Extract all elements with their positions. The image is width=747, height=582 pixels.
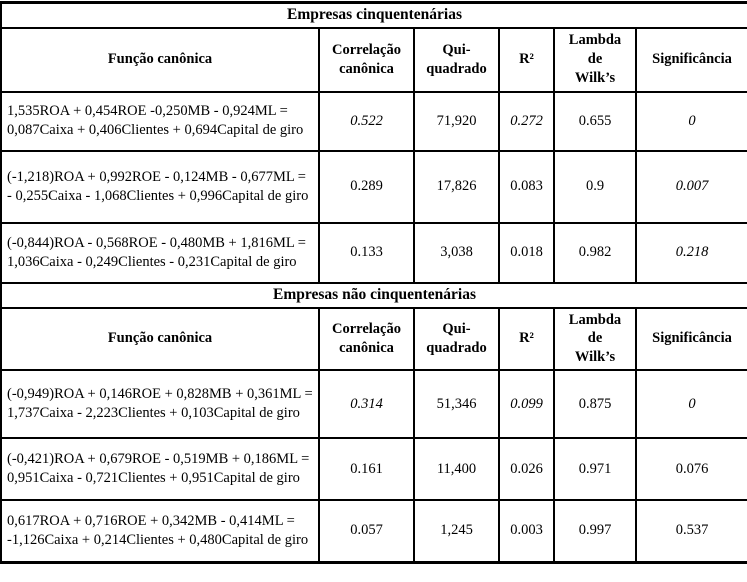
column-header-correlacao-canonica: Correlação canônica xyxy=(318,306,415,372)
cell-qui-quadrado: 3,038 xyxy=(413,221,500,284)
table-row: (-0,421)ROA + 0,679ROE - 0,519MB + 0,186… xyxy=(0,437,747,502)
table-1-title-row: Empresas cinquentenárias xyxy=(0,1,747,29)
cell-funcao-canonica: (-0,844)ROA - 0,568ROE - 0,480MB + 1,816… xyxy=(0,221,320,284)
table-row: 0,617ROA + 0,716ROE + 0,342MB - 0,414ML … xyxy=(0,499,747,564)
cell-qui-quadrado: 11,400 xyxy=(413,437,500,502)
cell-significancia: 0 xyxy=(634,90,747,152)
cell-funcao-canonica: 0,617ROA + 0,716ROE + 0,342MB - 0,414ML … xyxy=(0,499,320,564)
cell-significancia: 0.007 xyxy=(634,149,747,224)
column-header-r2: R² xyxy=(498,26,555,93)
column-header-correlacao-canonica: Correlação canônica xyxy=(318,26,415,93)
cell-r2: 0.018 xyxy=(498,221,555,284)
cell-significancia: 0.537 xyxy=(634,499,747,564)
column-header-significancia: Significância xyxy=(634,306,747,372)
column-header-lambda-wilks: Lambda de Wilk’s xyxy=(553,306,637,372)
cell-significancia: 0 xyxy=(634,369,747,440)
table-1-header-row: Função canônica Correlação canônica Qui-… xyxy=(0,26,747,93)
cell-correlacao-canonica: 0.289 xyxy=(318,149,415,224)
table-2-header-row: Função canônica Correlação canônica Qui-… xyxy=(0,306,747,372)
table-row: (-0,844)ROA - 0,568ROE - 0,480MB + 1,816… xyxy=(0,221,747,284)
cell-qui-quadrado: 17,826 xyxy=(413,149,500,224)
table-row: (-0,949)ROA + 0,146ROE + 0,828MB + 0,361… xyxy=(0,369,747,440)
cell-significancia: 0.076 xyxy=(634,437,747,502)
column-header-lambda-wilks: Lambda de Wilk’s xyxy=(553,26,637,93)
cell-significancia: 0.218 xyxy=(634,221,747,284)
cell-funcao-canonica: (-1,218)ROA + 0,992ROE - 0,124MB - 0,677… xyxy=(0,149,320,224)
cell-r2: 0.083 xyxy=(498,149,555,224)
column-header-funcao-canonica: Função canônica xyxy=(0,306,320,372)
cell-funcao-canonica: (-0,949)ROA + 0,146ROE + 0,828MB + 0,361… xyxy=(0,369,320,440)
cell-correlacao-canonica: 0.522 xyxy=(318,90,415,152)
cell-lambda-wilks: 0.971 xyxy=(553,437,637,502)
cell-qui-quadrado: 1,245 xyxy=(413,499,500,564)
table-row: 1,535ROA + 0,454ROE -0,250MB - 0,924ML =… xyxy=(0,90,747,152)
table-2-title: Empresas não cinquentenárias xyxy=(0,281,747,309)
cell-qui-quadrado: 71,920 xyxy=(413,90,500,152)
column-header-significancia: Significância xyxy=(634,26,747,93)
table-2-title-row: Empresas não cinquentenárias xyxy=(0,281,747,309)
cell-lambda-wilks: 0.9 xyxy=(553,149,637,224)
table-row: (-1,218)ROA + 0,992ROE - 0,124MB - 0,677… xyxy=(0,149,747,224)
cell-lambda-wilks: 0.982 xyxy=(553,221,637,284)
cell-lambda-wilks: 0.655 xyxy=(553,90,637,152)
column-header-r2: R² xyxy=(498,306,555,372)
cell-r2: 0.026 xyxy=(498,437,555,502)
cell-funcao-canonica: (-0,421)ROA + 0,679ROE - 0,519MB + 0,186… xyxy=(0,437,320,502)
cell-correlacao-canonica: 0.133 xyxy=(318,221,415,284)
cell-correlacao-canonica: 0.161 xyxy=(318,437,415,502)
cell-r2: 0.003 xyxy=(498,499,555,564)
cell-funcao-canonica: 1,535ROA + 0,454ROE -0,250MB - 0,924ML =… xyxy=(0,90,320,152)
column-header-funcao-canonica: Função canônica xyxy=(0,26,320,93)
cell-lambda-wilks: 0.997 xyxy=(553,499,637,564)
canonical-correlation-results-table: Empresas cinquentenárias Função canônica… xyxy=(0,1,747,564)
cell-lambda-wilks: 0.875 xyxy=(553,369,637,440)
cell-r2: 0.272 xyxy=(498,90,555,152)
column-header-qui-quadrado: Qui-quadrado xyxy=(413,306,500,372)
column-header-qui-quadrado: Qui-quadrado xyxy=(413,26,500,93)
cell-correlacao-canonica: 0.057 xyxy=(318,499,415,564)
table-1-title: Empresas cinquentenárias xyxy=(0,1,747,29)
cell-qui-quadrado: 51,346 xyxy=(413,369,500,440)
cell-correlacao-canonica: 0.314 xyxy=(318,369,415,440)
cell-r2: 0.099 xyxy=(498,369,555,440)
